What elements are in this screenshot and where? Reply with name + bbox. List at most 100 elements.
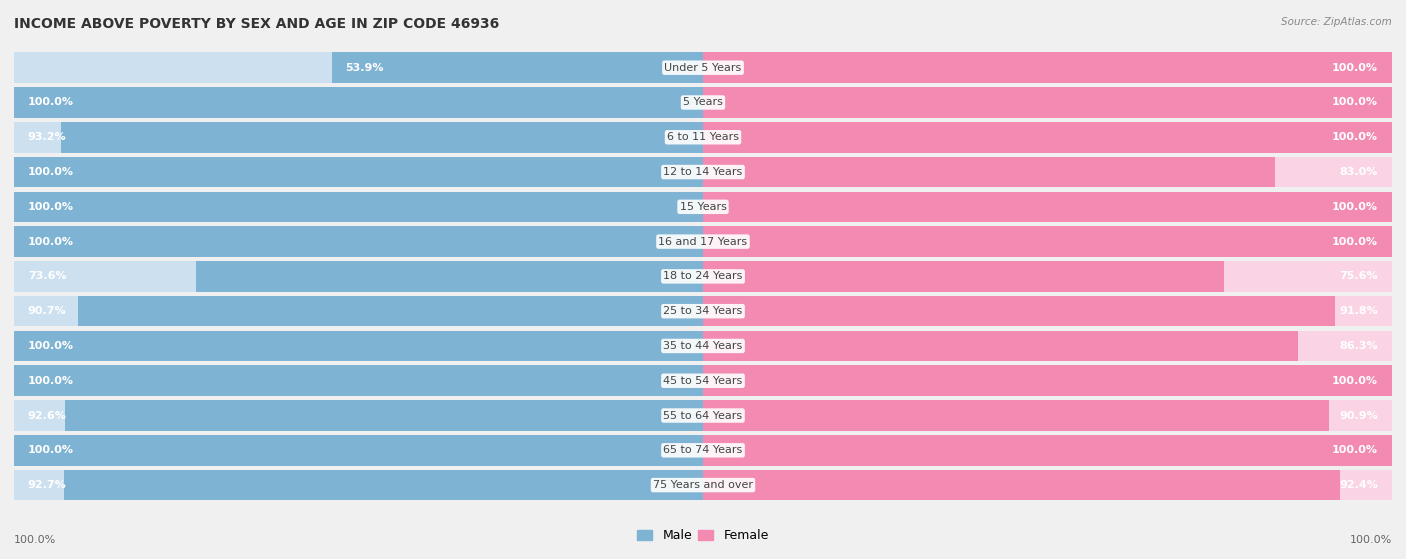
Text: 100.0%: 100.0%: [1331, 97, 1378, 107]
Bar: [14, 470, 1392, 500]
Bar: [703, 366, 1392, 396]
Text: Source: ZipAtlas.com: Source: ZipAtlas.com: [1281, 17, 1392, 27]
Bar: [14, 331, 1392, 361]
Bar: [14, 157, 1392, 187]
Bar: [14, 226, 703, 257]
Bar: [14, 157, 703, 187]
Bar: [14, 226, 703, 257]
Text: 15 Years: 15 Years: [679, 202, 727, 212]
Text: 92.7%: 92.7%: [28, 480, 66, 490]
Bar: [14, 435, 703, 466]
Text: 6 to 11 Years: 6 to 11 Years: [666, 132, 740, 143]
Bar: [703, 470, 1392, 500]
Bar: [14, 122, 703, 153]
Bar: [703, 53, 1392, 83]
Bar: [14, 261, 1392, 292]
Text: 100.0%: 100.0%: [1331, 236, 1378, 247]
Text: 100.0%: 100.0%: [28, 167, 75, 177]
Text: 25 to 34 Years: 25 to 34 Years: [664, 306, 742, 316]
Bar: [14, 400, 1392, 431]
Legend: Male, Female: Male, Female: [633, 524, 773, 547]
Bar: [703, 87, 1392, 118]
Text: 16 and 17 Years: 16 and 17 Years: [658, 236, 748, 247]
Text: 65 to 74 Years: 65 to 74 Years: [664, 446, 742, 456]
Text: 93.2%: 93.2%: [28, 132, 66, 143]
Text: 73.6%: 73.6%: [28, 271, 66, 281]
Text: 92.4%: 92.4%: [1340, 480, 1378, 490]
Text: 100.0%: 100.0%: [1331, 63, 1378, 73]
Bar: [195, 261, 703, 292]
Bar: [14, 87, 703, 118]
Bar: [14, 157, 703, 187]
Bar: [14, 435, 703, 466]
Bar: [703, 226, 1392, 257]
Bar: [14, 400, 703, 431]
Bar: [14, 192, 1392, 222]
Bar: [703, 122, 1392, 153]
Bar: [14, 192, 703, 222]
Bar: [60, 122, 703, 153]
Bar: [703, 122, 1392, 153]
Text: 55 to 64 Years: 55 to 64 Years: [664, 410, 742, 420]
Bar: [703, 261, 1223, 292]
Text: 100.0%: 100.0%: [1331, 376, 1378, 386]
Bar: [703, 435, 1392, 466]
Bar: [14, 366, 703, 396]
Text: 100.0%: 100.0%: [1331, 132, 1378, 143]
Bar: [703, 296, 1392, 326]
Bar: [14, 296, 703, 326]
Text: 91.8%: 91.8%: [1340, 306, 1378, 316]
Text: 12 to 14 Years: 12 to 14 Years: [664, 167, 742, 177]
Text: 92.6%: 92.6%: [28, 410, 66, 420]
Bar: [703, 157, 1275, 187]
Text: 100.0%: 100.0%: [28, 236, 75, 247]
Bar: [14, 366, 703, 396]
Bar: [14, 366, 1392, 396]
Bar: [14, 87, 1392, 118]
Bar: [14, 87, 703, 118]
Bar: [14, 435, 1392, 466]
Text: 100.0%: 100.0%: [14, 535, 56, 545]
Text: Under 5 Years: Under 5 Years: [665, 63, 741, 73]
Bar: [703, 296, 1336, 326]
Text: 100.0%: 100.0%: [1331, 202, 1378, 212]
Bar: [14, 470, 703, 500]
Bar: [332, 53, 703, 83]
Bar: [14, 53, 1392, 83]
Text: 100.0%: 100.0%: [28, 376, 75, 386]
Bar: [703, 192, 1392, 222]
Text: 45 to 54 Years: 45 to 54 Years: [664, 376, 742, 386]
Bar: [14, 331, 703, 361]
Bar: [703, 470, 1340, 500]
Bar: [703, 331, 1298, 361]
Bar: [703, 87, 1392, 118]
Bar: [703, 53, 1392, 83]
Bar: [65, 470, 703, 500]
Text: 100.0%: 100.0%: [28, 202, 75, 212]
Text: 18 to 24 Years: 18 to 24 Years: [664, 271, 742, 281]
Bar: [79, 296, 703, 326]
Bar: [703, 157, 1392, 187]
Text: 100.0%: 100.0%: [28, 97, 75, 107]
Text: 100.0%: 100.0%: [28, 446, 75, 456]
Text: 90.9%: 90.9%: [1340, 410, 1378, 420]
Text: 86.3%: 86.3%: [1340, 341, 1378, 351]
Bar: [65, 400, 703, 431]
Bar: [14, 331, 703, 361]
Bar: [703, 331, 1392, 361]
Bar: [703, 261, 1392, 292]
Text: 35 to 44 Years: 35 to 44 Years: [664, 341, 742, 351]
Bar: [14, 53, 703, 83]
Bar: [703, 400, 1392, 431]
Bar: [703, 435, 1392, 466]
Bar: [14, 296, 1392, 326]
Text: 75 Years and over: 75 Years and over: [652, 480, 754, 490]
Bar: [703, 400, 1329, 431]
Text: 100.0%: 100.0%: [28, 341, 75, 351]
Bar: [703, 192, 1392, 222]
Bar: [14, 122, 1392, 153]
Bar: [14, 261, 703, 292]
Bar: [14, 226, 1392, 257]
Text: INCOME ABOVE POVERTY BY SEX AND AGE IN ZIP CODE 46936: INCOME ABOVE POVERTY BY SEX AND AGE IN Z…: [14, 17, 499, 31]
Text: 53.9%: 53.9%: [346, 63, 384, 73]
